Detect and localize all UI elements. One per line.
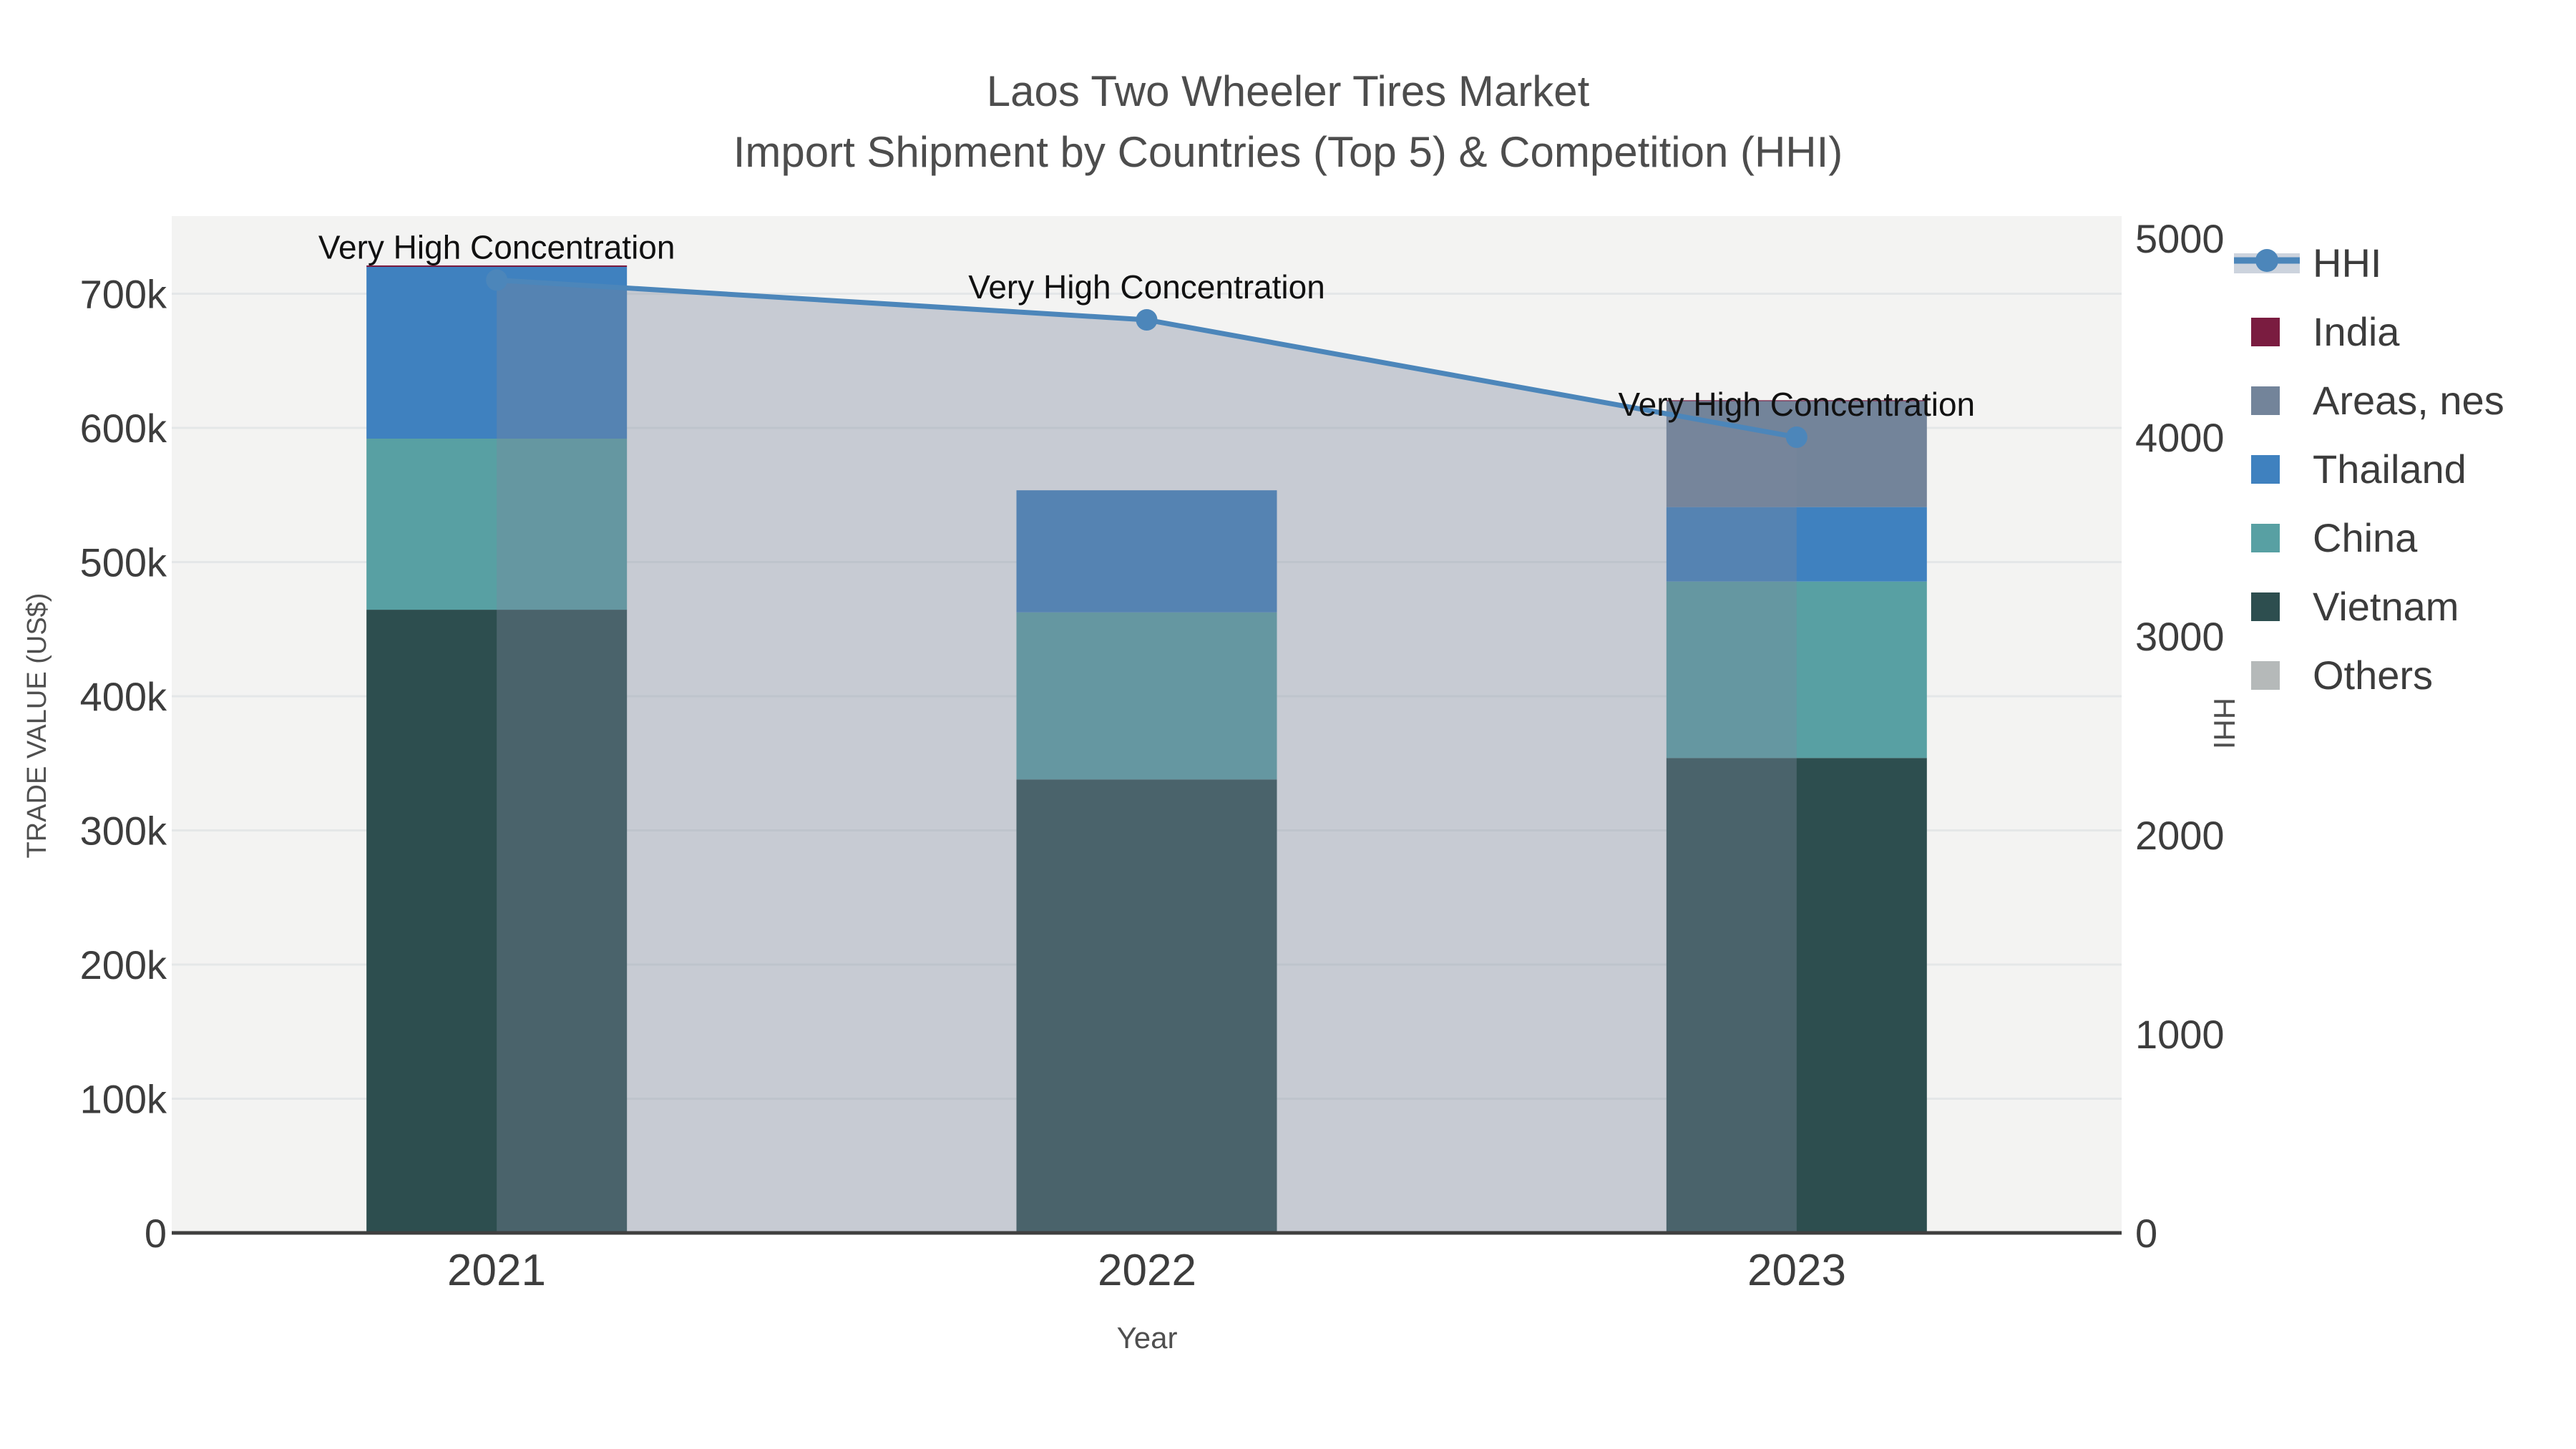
legend-label: Others [2313,653,2433,698]
hhi-legend-marker-icon [2255,249,2278,272]
legend-item-others[interactable]: Others [2251,653,2433,698]
y-left-tick-100k: 100k [80,1077,167,1122]
bar-2021 [366,265,628,1233]
y-axis-label-right: HHI [2207,698,2241,749]
bar-segment-areas-nes-2023[interactable] [1666,401,1927,507]
hhi-area-fill [497,280,1797,1233]
hhi-marker-2023[interactable] [1785,426,1807,448]
legend-swatch-icon [2251,592,2280,621]
y-left-tick-0: 0 [145,1211,167,1256]
legend-label: HHI [2313,240,2381,286]
y-axis-label-left: TRADE VALUE (US$) [22,593,52,859]
legend-swatch-icon [2251,318,2280,346]
annotation-2023: Very High Concentration [1619,386,1976,423]
legend-swatch-icon [2251,661,2280,690]
legend-label: India [2313,309,2400,354]
y-left-tick-600k: 600k [80,406,167,451]
legend-item-vietnam[interactable]: Vietnam [2251,584,2459,629]
y-right-tick-4000: 4000 [2135,415,2225,460]
bar-segment-thailand-2023[interactable] [1666,507,1927,582]
legend-item-areas-nes[interactable]: Areas, nes [2251,378,2504,423]
legend-swatch-icon [2251,455,2280,484]
legend-item-thailand[interactable]: Thailand [2251,447,2467,492]
y-left-tick-300k: 300k [80,809,167,854]
bar-segment-china-2023[interactable] [1666,581,1927,758]
hhi-marker-2021[interactable] [486,269,508,291]
x-axis-tick-2023: 2023 [1747,1246,1846,1295]
bar-segment-india-2021[interactable] [366,265,628,267]
y-left-tick-700k: 700k [80,272,167,317]
legend-label: Vietnam [2313,584,2459,629]
hhi-line-layer [486,269,1807,448]
legend-item-china[interactable]: China [2251,515,2418,560]
y-right-tick-0: 0 [2135,1211,2157,1256]
legend-label: Thailand [2313,447,2467,492]
x-axis-tick-2021: 2021 [447,1246,546,1295]
legend-item-india[interactable]: India [2251,309,2400,354]
annotation-2021: Very High Concentration [318,228,675,265]
legend-item-hhi[interactable]: HHI [2234,240,2381,286]
bar-segment-vietnam-2023[interactable] [1666,758,1927,1233]
y-right-tick-2000: 2000 [2135,813,2225,858]
y-left-tick-200k: 200k [80,942,167,987]
y-left-tick-500k: 500k [80,540,167,585]
bars-layer [366,265,1927,1233]
y-right-tick-5000: 5000 [2135,216,2225,261]
hhi-marker-2022[interactable] [1136,308,1158,331]
bar-segment-thailand-2022[interactable] [1016,490,1277,613]
chart-subtitle: Import Shipment by Countries (Top 5) & C… [733,128,1843,176]
hhi-area-layer [497,280,1797,1233]
bar-segment-thailand-2021[interactable] [366,267,628,439]
axes-layer: 0 100k 200k 300k 400k 500k 600k 700k 0 1000 2000 30… [80,216,2225,1256]
legend-label: China [2313,515,2418,560]
y-right-tick-1000: 1000 [2135,1012,2225,1057]
x-axis-tick-2022: 2022 [1098,1246,1196,1295]
annotation-2022: Very High Concentration [968,268,1325,306]
bar-segment-vietnam-2021[interactable] [366,610,628,1233]
legend-swatch-icon [2251,524,2280,552]
y-left-tick-400k: 400k [80,674,167,719]
x-axis-label: Year [1117,1321,1178,1355]
bar-2023 [1666,400,1927,1233]
chart-title: Laos Two Wheeler Tires Market [987,67,1590,115]
legend-swatch-icon [2251,386,2280,415]
legend-label: Areas, nes [2313,378,2504,423]
legend: HHI India Areas, nes Thailand China Vietnam Ot… [2234,240,2504,698]
bar-segment-vietnam-2022[interactable] [1016,779,1277,1233]
y-right-tick-3000: 3000 [2135,614,2225,659]
annotations-layer: Very High Concentration Very High Concent… [318,228,1975,423]
bar-segment-india-2023[interactable] [1666,400,1927,401]
bar-segment-china-2022[interactable] [1016,612,1277,780]
bar-segment-china-2021[interactable] [366,439,628,610]
bar-2022 [1016,490,1277,1233]
